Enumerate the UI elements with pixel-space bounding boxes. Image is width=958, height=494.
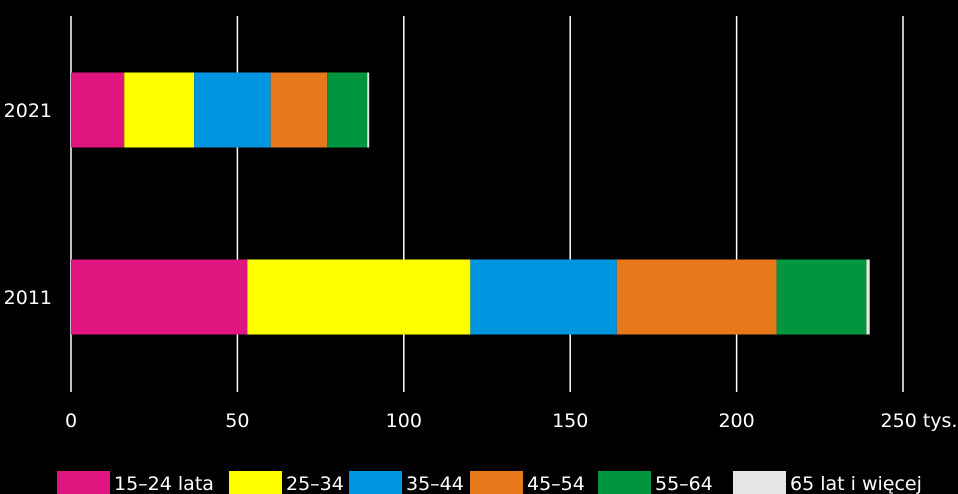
- legend-swatch: [598, 471, 651, 494]
- legend-label: 65 lat i więcej: [790, 473, 922, 494]
- legend-swatch: [733, 471, 786, 494]
- category-label: 2011: [4, 287, 52, 309]
- bar-segment: [71, 72, 125, 148]
- bar-segment: [616, 259, 777, 335]
- legend: 15–24 lata 25–34 35–44 45–54 55–64 65 lat i w…: [57, 471, 922, 494]
- legend-label: 45–54: [527, 473, 585, 494]
- bar-segment: [194, 72, 271, 148]
- legend-label: 35–44: [406, 473, 464, 494]
- bar-segment: [327, 72, 368, 148]
- legend-swatch: [229, 471, 282, 494]
- bar-segment: [124, 72, 195, 148]
- bar-segment: [470, 259, 617, 335]
- x-tick-label: 150: [552, 410, 588, 432]
- legend-swatch: [470, 471, 523, 494]
- legend-label: 25–34: [286, 473, 344, 494]
- bar-segment: [367, 72, 370, 148]
- bar-segment: [776, 259, 867, 335]
- legend-swatch: [57, 471, 110, 494]
- x-tick-label: 0: [65, 410, 77, 432]
- gridlines: [70, 16, 904, 392]
- x-tick-label: 250 tys.: [881, 410, 958, 432]
- y-axis-categories: 2021 2011: [4, 100, 52, 309]
- x-tick-label: 200: [718, 410, 754, 432]
- legend-label: 15–24 lata: [114, 473, 214, 494]
- x-axis-ticks: 0 50 100 150 200 250 tys.: [65, 410, 958, 432]
- bars: [71, 72, 870, 335]
- legend-swatch: [349, 471, 402, 494]
- bar-segment: [866, 259, 870, 335]
- bar-segment: [270, 72, 328, 148]
- x-tick-label: 100: [386, 410, 422, 432]
- category-label: 2021: [4, 100, 52, 122]
- bar-segment: [71, 259, 248, 335]
- x-tick-label: 50: [225, 410, 249, 432]
- bar-segment: [247, 259, 471, 335]
- legend-label: 55–64: [655, 473, 713, 494]
